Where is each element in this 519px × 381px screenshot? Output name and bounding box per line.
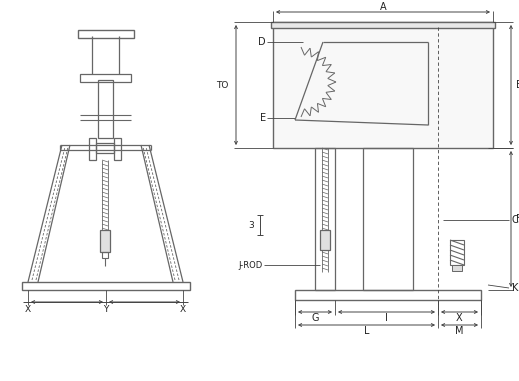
- Bar: [96, 143, 114, 153]
- Text: I: I: [385, 313, 388, 323]
- Text: X: X: [25, 306, 31, 314]
- Circle shape: [426, 126, 430, 130]
- Text: C: C: [512, 215, 518, 225]
- Text: X: X: [456, 313, 463, 323]
- Text: B: B: [515, 80, 519, 90]
- Text: Y: Y: [103, 306, 108, 314]
- Circle shape: [376, 126, 380, 130]
- Text: X: X: [180, 306, 186, 314]
- Text: E: E: [260, 113, 266, 123]
- Text: D: D: [258, 37, 266, 47]
- Bar: [22, 282, 190, 290]
- Circle shape: [294, 118, 296, 122]
- Bar: [452, 265, 462, 271]
- Bar: [315, 148, 335, 290]
- Text: 3: 3: [248, 221, 254, 229]
- Bar: [295, 290, 481, 300]
- Bar: [102, 252, 108, 258]
- Text: L: L: [364, 326, 369, 336]
- Text: A: A: [380, 2, 386, 12]
- Text: M: M: [455, 326, 464, 336]
- Bar: [89, 138, 96, 160]
- Bar: [271, 22, 495, 28]
- Bar: [273, 22, 493, 148]
- Text: J-ROD: J-ROD: [239, 261, 263, 269]
- Bar: [98, 80, 113, 138]
- Bar: [320, 230, 330, 250]
- Text: K: K: [512, 283, 518, 293]
- Text: TO: TO: [215, 80, 228, 90]
- Bar: [100, 230, 110, 252]
- Text: F: F: [516, 214, 519, 224]
- Bar: [80, 74, 131, 82]
- Bar: [78, 30, 134, 38]
- Text: G: G: [311, 313, 319, 323]
- Bar: [363, 148, 413, 290]
- Bar: [114, 138, 121, 160]
- Bar: [450, 240, 464, 265]
